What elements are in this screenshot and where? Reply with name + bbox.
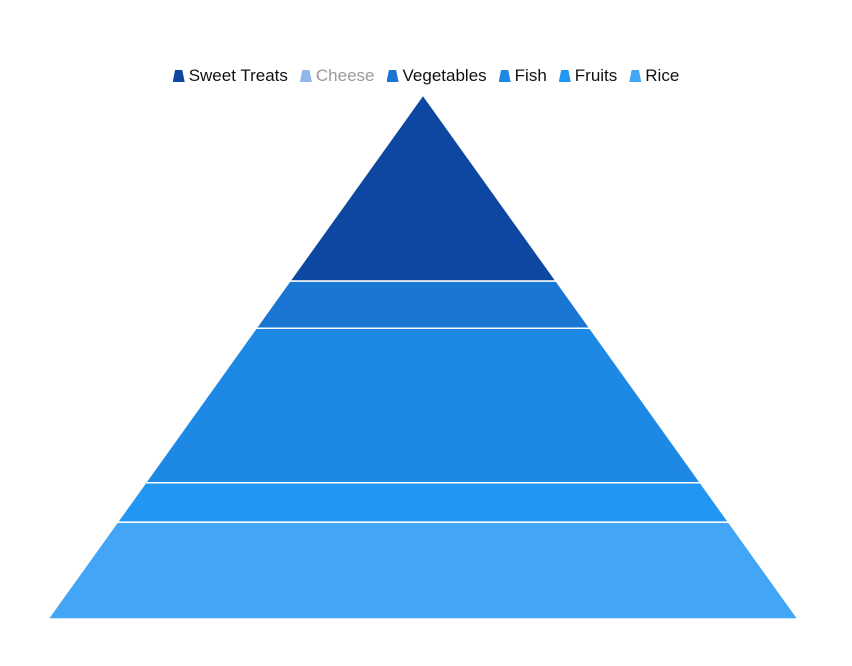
legend-item-vegetables[interactable]: Vegetables [386, 66, 487, 86]
legend-item-fruits[interactable]: Fruits [558, 66, 618, 86]
legend-marker-vegetables [386, 70, 399, 82]
segment-rice[interactable] [46, 521, 800, 620]
legend-item-fish[interactable]: Fish [498, 66, 547, 86]
chart-legend: Sweet Treats Cheese Vegetables Fish Frui… [0, 64, 852, 88]
legend-label: Fruits [574, 66, 618, 85]
legend-item-cheese[interactable]: Cheese [299, 66, 375, 86]
legend-label: Sweet Treats [188, 66, 288, 85]
legend-marker-fish [498, 70, 511, 82]
legend-marker-fruits [558, 70, 571, 82]
legend-label: Fish [514, 66, 547, 85]
legend-label: Rice [645, 66, 680, 85]
legend-marker-cheese [299, 70, 312, 82]
legend-item-rice[interactable]: Rice [629, 66, 679, 86]
segment-fish[interactable] [144, 327, 702, 484]
legend-marker-sweet-treats [172, 70, 185, 82]
segment-fruits[interactable] [115, 482, 731, 523]
legend-label: Vegetables [402, 66, 487, 85]
segment-sweet-treats[interactable] [288, 93, 558, 282]
segment-vegetables[interactable] [254, 280, 592, 329]
legend-item-sweet-treats[interactable]: Sweet Treats [172, 66, 288, 86]
legend-label: Cheese [315, 66, 375, 85]
legend-marker-rice [629, 70, 642, 82]
